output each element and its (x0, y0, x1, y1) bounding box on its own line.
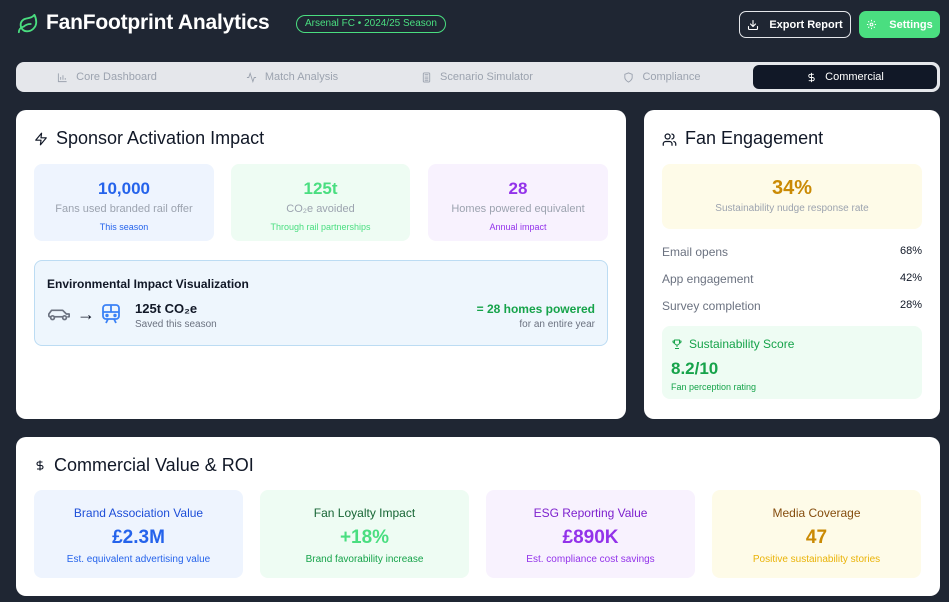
export-report-label: Export Report (769, 18, 843, 31)
env-co2-sub: Saved this season (135, 319, 217, 330)
dollar-icon (808, 72, 815, 82)
nudge-response-label: Sustainability nudge response rate (715, 203, 869, 214)
nudge-response-value: 34% (771, 177, 813, 199)
stat-co2-avoided: 125t CO₂e avoided Through rail partnersh… (231, 164, 410, 241)
dollar-icon (36, 460, 44, 471)
sponsor-activation-title-text: Sponsor Activation Impact (56, 128, 265, 148)
tab-label: Match Analysis (264, 71, 339, 83)
commercial-value-title: Commercial Value & ROI (34, 455, 254, 476)
roi-value: £890K (562, 527, 619, 548)
metric-row-email-opens: Email opens 68% (662, 245, 922, 259)
tab-label: Commercial (825, 71, 884, 83)
sustainability-score-value: 8.2/10 (671, 359, 719, 378)
env-title: Environmental Impact Visualization (47, 277, 249, 291)
sustainability-score-title-text: Sustainability Score (689, 337, 795, 351)
roi-sub: Positive sustainability stories (752, 554, 881, 565)
arrow-right-icon: → (77, 303, 95, 324)
stat-sub: This season (99, 222, 149, 232)
env-icons: → (47, 303, 121, 325)
metric-label: App engagement (662, 272, 754, 286)
roi-brand-association: Brand Association Value £2.3M Est. equiv… (34, 490, 243, 578)
bar-chart-icon (58, 72, 67, 82)
roi-fan-loyalty: Fan Loyalty Impact +18% Brand favorabili… (260, 490, 469, 578)
activity-icon (246, 71, 256, 83)
app-title: FanFootprint Analytics (46, 11, 270, 34)
trophy-icon (672, 339, 682, 349)
car-icon (48, 309, 70, 321)
env-homes-sub: for an entire year (519, 319, 595, 330)
metric-value: 42% (899, 272, 922, 284)
roi-sub: Est. compliance cost savings (526, 554, 655, 565)
stat-label: Homes powered equivalent (451, 203, 585, 215)
download-icon (748, 19, 759, 30)
environmental-impact-panel: Environmental Impact Visualization → 125… (34, 260, 608, 346)
fan-engagement-title: Fan Engagement (662, 128, 823, 149)
zap-icon (35, 132, 47, 145)
env-homes-value: = 28 homes powered (476, 302, 595, 316)
tab-core-dashboard[interactable]: Core Dashboard (16, 65, 198, 89)
gear-icon (867, 19, 877, 30)
roi-title: Brand Association Value (73, 506, 204, 520)
calculator-icon (422, 71, 431, 83)
stat-sub: Annual impact (489, 222, 547, 232)
tab-label: Compliance (642, 71, 701, 83)
tab-commercial[interactable]: Commercial (753, 65, 937, 89)
roi-esg-reporting: ESG Reporting Value £890K Est. complianc… (486, 490, 695, 578)
roi-value: +18% (339, 527, 390, 548)
stat-value: 28 (508, 179, 528, 198)
settings-button[interactable]: Settings (859, 11, 940, 38)
shield-icon (624, 71, 634, 83)
roi-title: ESG Reporting Value (533, 506, 648, 520)
roi-sub: Est. equivalent advertising value (66, 554, 211, 565)
roi-media-coverage: Media Coverage 47 Positive sustainabilit… (712, 490, 921, 578)
stat-homes-powered: 28 Homes powered equivalent Annual impac… (428, 164, 608, 241)
train-icon (102, 304, 120, 324)
metric-value: 28% (899, 299, 922, 311)
users-icon (662, 132, 677, 146)
tab-label: Core Dashboard (76, 71, 157, 83)
stat-value: 125t (303, 179, 338, 198)
roi-title: Fan Loyalty Impact (313, 506, 416, 520)
metric-row-app-engagement: App engagement 42% (662, 272, 922, 286)
stat-label: CO₂e avoided (286, 203, 355, 215)
metric-value: 68% (899, 245, 922, 257)
sustainability-score-panel: Sustainability Score 8.2/10 Fan percepti… (662, 326, 922, 399)
leaf-icon (17, 13, 38, 34)
sponsor-activation-title: Sponsor Activation Impact (34, 128, 264, 149)
env-co2-value: 125t CO₂e (135, 301, 198, 316)
metric-row-survey-completion: Survey completion 28% (662, 299, 922, 313)
roi-value: 47 (805, 527, 828, 548)
commercial-value-title-text: Commercial Value & ROI (54, 455, 254, 475)
season-badge: Arsenal FC • 2024/25 Season (296, 15, 446, 33)
export-report-button[interactable]: Export Report (739, 11, 851, 38)
tab-compliance[interactable]: Compliance (571, 65, 753, 89)
roi-title: Media Coverage (772, 506, 861, 520)
roi-sub: Brand favorability increase (305, 554, 424, 565)
settings-label: Settings (889, 18, 933, 31)
nudge-response-panel: 34% Sustainability nudge response rate (662, 164, 922, 229)
tab-bar: Core Dashboard Match Analysis Scenario S… (16, 62, 940, 92)
metric-label: Email opens (662, 245, 729, 259)
top-bar: FanFootprint Analytics Arsenal FC • 2024… (0, 0, 949, 50)
stat-label: Fans used branded rail offer (55, 203, 193, 215)
tab-match-analysis[interactable]: Match Analysis (201, 65, 383, 89)
sustainability-score-title: Sustainability Score (671, 337, 794, 351)
tab-scenario-simulator[interactable]: Scenario Simulator (386, 65, 568, 89)
roi-value: £2.3M (112, 527, 165, 548)
stat-fans-rail-offer: 10,000 Fans used branded rail offer This… (34, 164, 214, 241)
metric-label: Survey completion (662, 299, 761, 313)
fan-engagement-title-text: Fan Engagement (685, 128, 824, 148)
tab-label: Scenario Simulator (440, 71, 533, 83)
stat-value: 10,000 (98, 179, 150, 198)
sustainability-score-sub: Fan perception rating (671, 382, 757, 392)
stat-sub: Through rail partnerships (270, 222, 371, 232)
